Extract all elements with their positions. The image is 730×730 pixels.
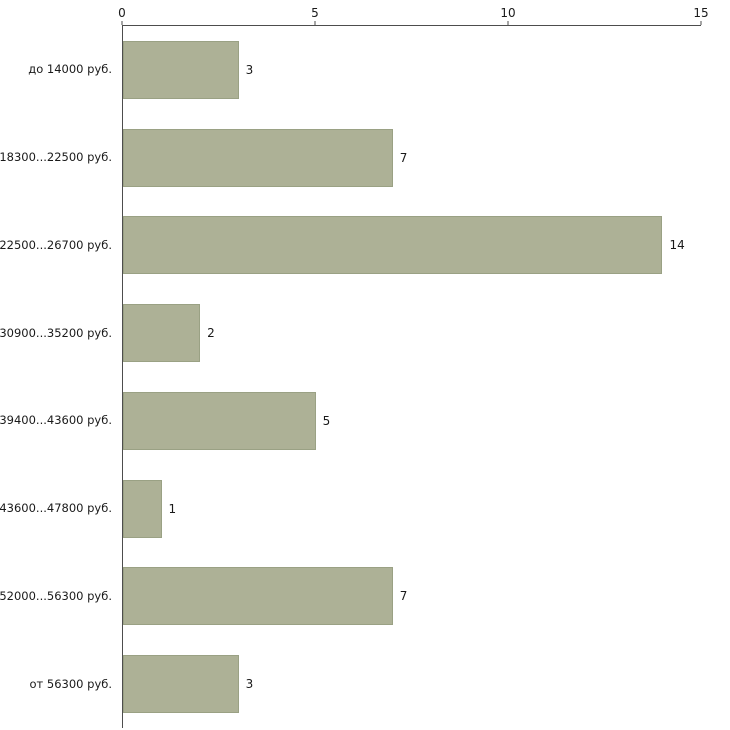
- bar-row: 5: [123, 377, 701, 465]
- bar: [123, 479, 162, 538]
- bar: [123, 304, 201, 363]
- x-tick-label: 5: [311, 6, 319, 20]
- x-tick-label: 15: [693, 6, 709, 20]
- category-label: 39400...43600 руб.: [0, 413, 112, 428]
- bar-row: 1: [123, 465, 701, 553]
- bar-value-label: 7: [399, 589, 408, 604]
- category-label: 52000...56300 руб.: [0, 589, 112, 604]
- bar: [123, 391, 316, 450]
- category-label: 43600...47800 руб.: [0, 501, 112, 516]
- y-axis-category-labels: до 14000 руб. 18300...22500 руб. 22500...2…: [0, 25, 117, 728]
- bar-row: 3: [123, 26, 701, 114]
- x-axis: 0 5 10 15: [118, 0, 709, 25]
- bar: [123, 216, 663, 275]
- bar: [123, 128, 393, 187]
- bar-row: 14: [123, 202, 701, 290]
- bar-value-label: 1: [168, 501, 177, 516]
- plot-area: 3 7 14 2 5 1 7 3: [122, 25, 701, 728]
- bar-value-label: 5: [322, 413, 331, 428]
- bar-row: 3: [123, 640, 701, 728]
- bar-value-label: 2: [207, 326, 215, 341]
- bar-row: 7: [123, 553, 701, 641]
- x-tick-label: 10: [500, 6, 516, 20]
- bar-value-label: 14: [669, 238, 685, 253]
- category-label: 30900...35200 руб.: [0, 325, 112, 340]
- x-tick-mark: [700, 21, 702, 25]
- bar-value-label: 3: [245, 62, 254, 77]
- bar-value-label: 3: [245, 677, 254, 692]
- bar: [123, 567, 393, 626]
- category-label: до 14000 руб.: [28, 61, 112, 76]
- x-tick-mark: [121, 21, 123, 25]
- bar: [123, 655, 239, 714]
- category-label: 22500...26700 руб.: [0, 237, 112, 252]
- bar: [123, 40, 239, 99]
- bar-row: 7: [123, 114, 701, 202]
- bar-value-label: 7: [399, 150, 408, 165]
- x-tick-mark: [314, 21, 316, 25]
- category-label: 18300...22500 руб.: [0, 149, 112, 164]
- category-label: от 56300 руб.: [29, 677, 112, 692]
- x-tick-label: 0: [118, 6, 126, 20]
- x-tick-mark: [507, 21, 509, 25]
- bar-row: 2: [123, 289, 701, 377]
